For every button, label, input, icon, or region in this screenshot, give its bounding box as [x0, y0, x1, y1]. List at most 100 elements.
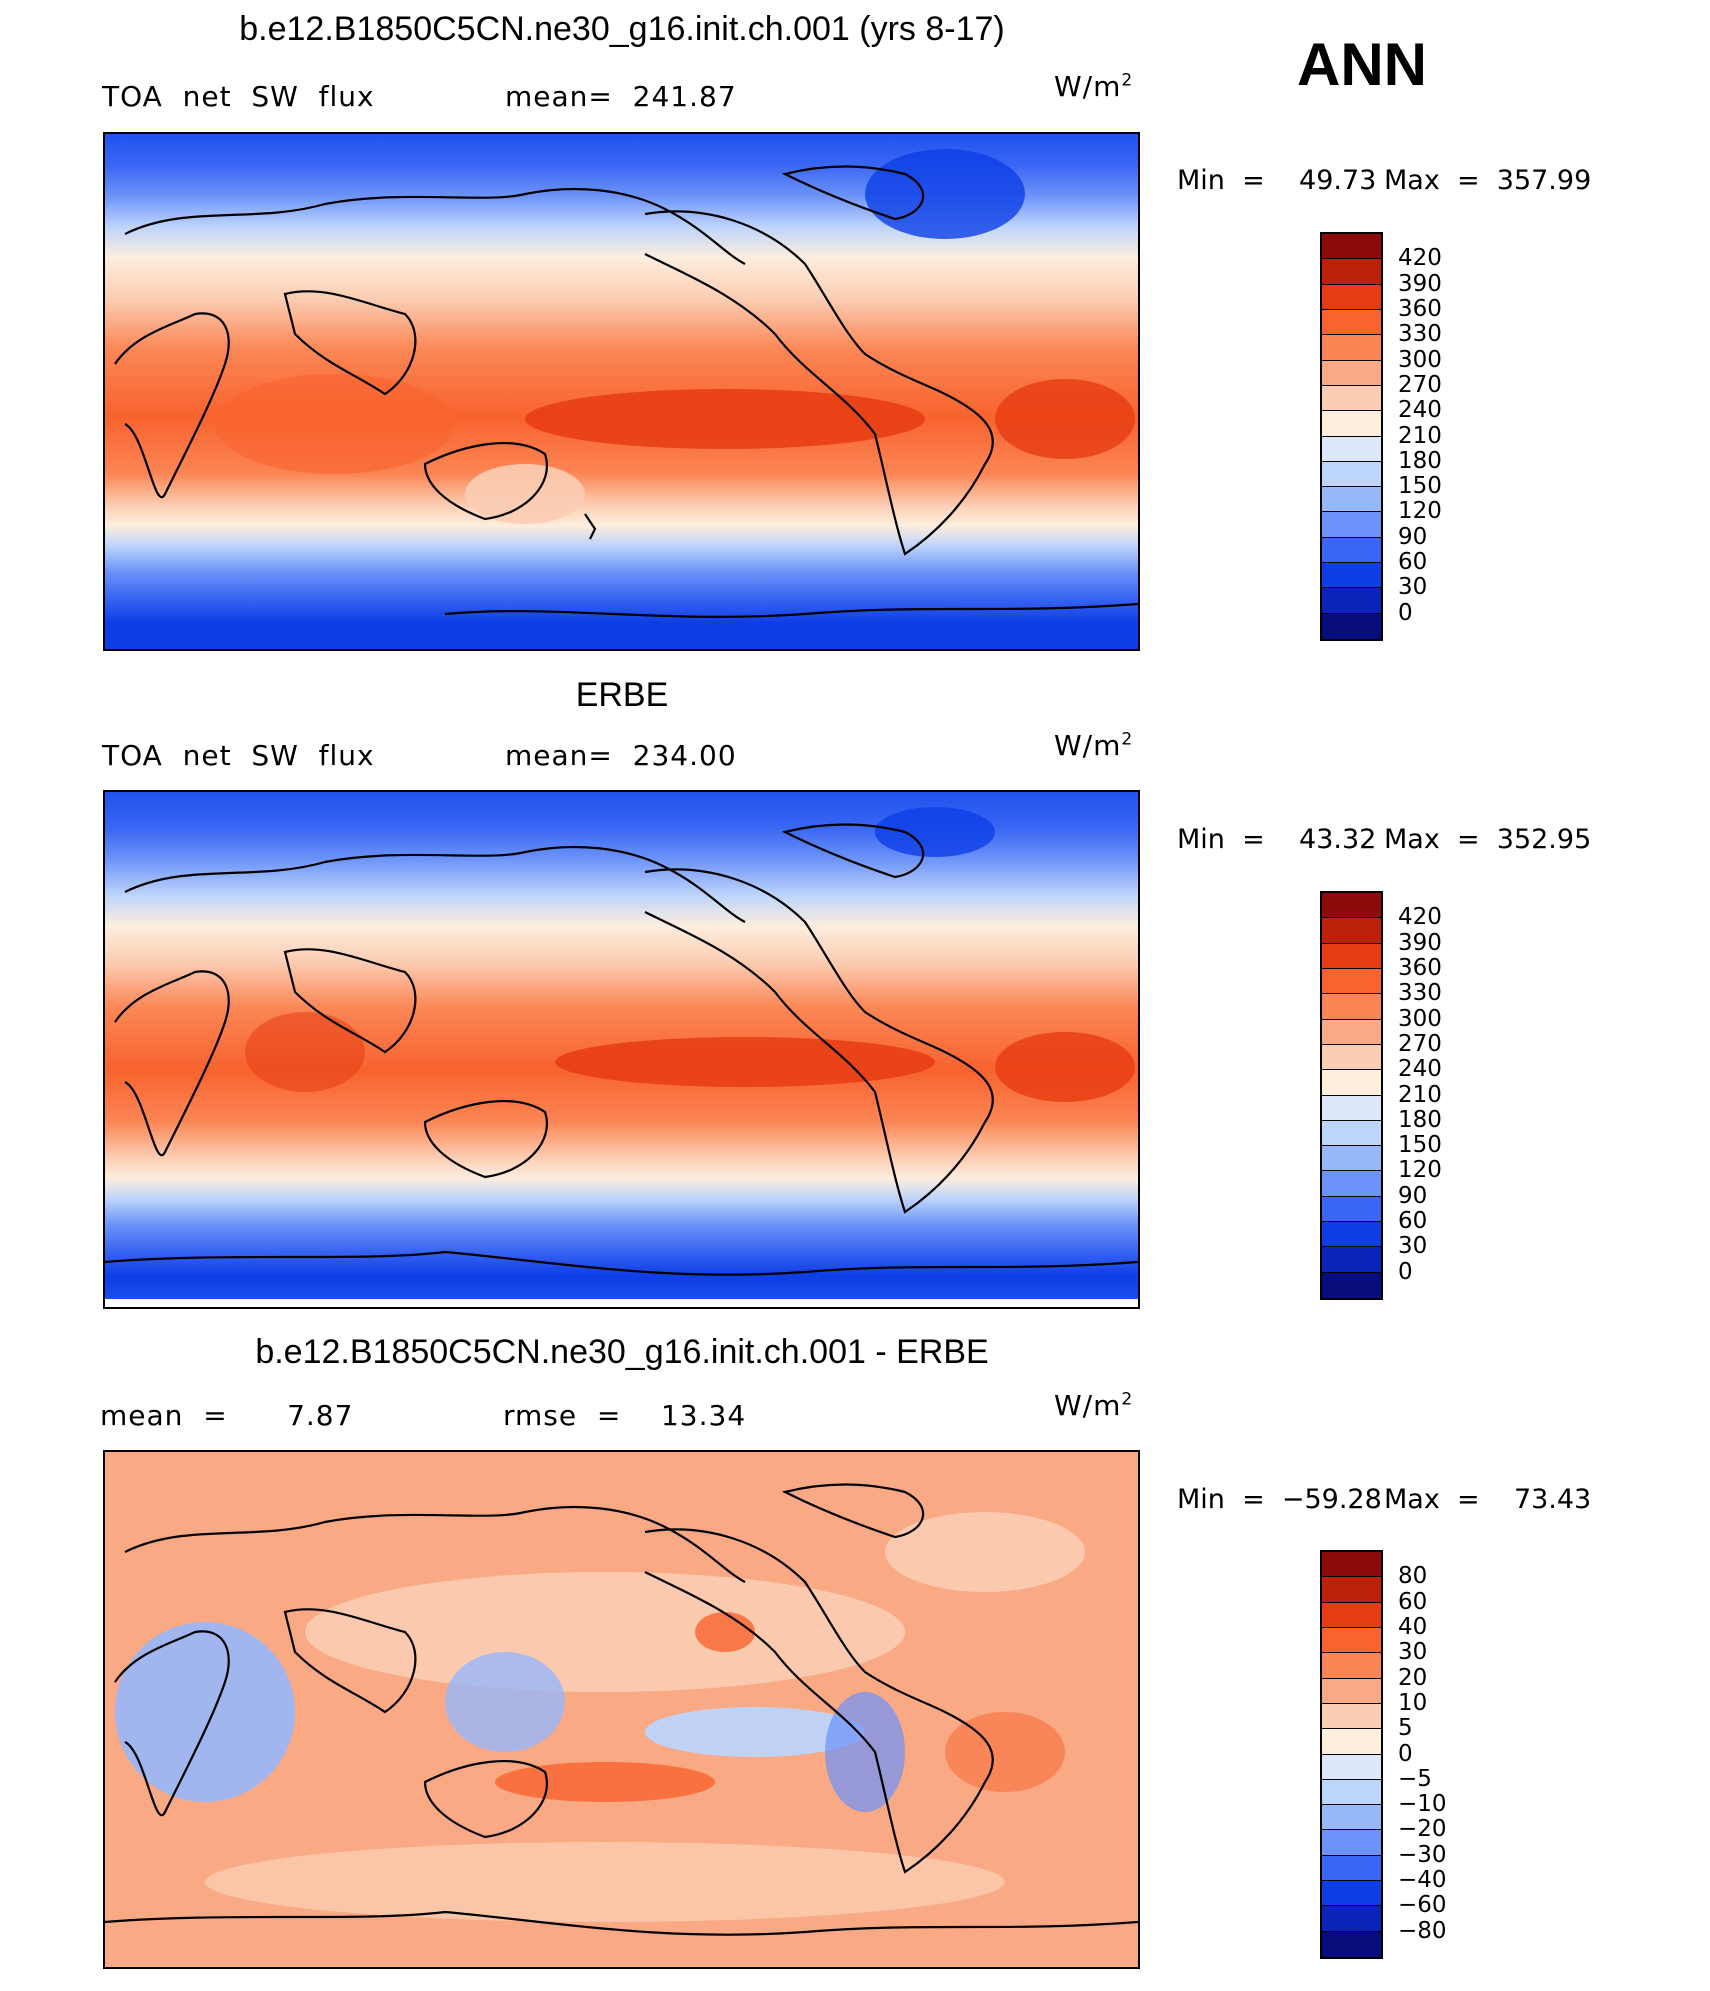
panel-2-max-label: Max = 352.95	[1384, 824, 1592, 855]
colorbar-tick-label: −5	[1398, 1765, 1432, 1792]
colorbar-tick-label: −30	[1398, 1841, 1447, 1868]
colorbar-swatch	[1322, 893, 1381, 919]
colorbar-tick-label: 390	[1398, 270, 1442, 297]
colorbar-tick-label: 360	[1398, 954, 1442, 981]
colorbar-swatch	[1322, 918, 1381, 944]
colorbar-tick-label: 10	[1398, 1689, 1428, 1716]
colorbar-tick-label: 300	[1398, 1005, 1442, 1032]
colorbar-swatch	[1322, 1729, 1381, 1755]
colorbar-tick-label: 420	[1398, 904, 1442, 931]
colorbar-tick-label: 420	[1398, 245, 1442, 272]
colorbar-tick-label: −10	[1398, 1791, 1447, 1818]
colorbar-tick-label: 5	[1398, 1715, 1413, 1742]
colorbar-swatch	[1322, 968, 1381, 995]
panel-3-min-label: Min = −59.28	[1177, 1484, 1382, 1515]
panel-3-units: W/m2	[1054, 1389, 1134, 1422]
colorbar-tick-label: 150	[1398, 1132, 1442, 1159]
panel-1-colorbar-ticks: 420 390 360 330 300 270 240 210 180 150 120 90 60 30 0	[1398, 232, 1468, 641]
colorbar-swatch	[1322, 1906, 1381, 1932]
colorbar-tick-label: 330	[1398, 321, 1442, 348]
colorbar-tick-label: 60	[1398, 549, 1428, 576]
colorbar-tick-label: −20	[1398, 1816, 1447, 1843]
colorbar-tick-label: −40	[1398, 1867, 1447, 1894]
panel-2-variable-label: TOA net SW flux	[102, 739, 375, 772]
panel-2-units: W/m2	[1054, 729, 1134, 762]
colorbar-swatch	[1322, 1044, 1381, 1071]
colorbar-tick-label: 60	[1398, 1588, 1428, 1615]
colorbar-swatch	[1322, 385, 1381, 412]
colorbar-swatch	[1322, 1095, 1381, 1121]
colorbar-tick-label: 240	[1398, 1056, 1442, 1083]
colorbar-swatch	[1322, 1805, 1381, 1831]
colorbar-swatch	[1322, 1070, 1381, 1096]
panel-1-title: b.e12.B1850C5CN.ne30_g16.init.ch.001 (yr…	[239, 10, 1005, 48]
panel-2-min-label: Min = 43.32	[1177, 824, 1377, 855]
panel-1-coastlines	[114, 165, 1138, 618]
colorbar-tick-label: 80	[1398, 1563, 1428, 1590]
colorbar-swatch	[1322, 411, 1381, 437]
panel-1-units: W/m2	[1054, 70, 1134, 103]
colorbar-tick-label: 150	[1398, 473, 1442, 500]
panel-1-min-label: Min = 49.73	[1177, 165, 1377, 196]
colorbar-swatch	[1322, 1855, 1381, 1882]
colorbar-tick-label: 390	[1398, 929, 1442, 956]
colorbar-swatch	[1322, 563, 1381, 589]
panel-1-max-label: Max = 357.99	[1384, 165, 1592, 196]
colorbar-tick-label: 90	[1398, 1182, 1428, 1209]
colorbar-swatch	[1322, 1552, 1381, 1578]
colorbar-swatch	[1322, 512, 1381, 538]
colorbar-swatch	[1322, 1931, 1381, 1957]
panel-2-colorbar-ticks: 420 390 360 330 300 270 240 210 180 150 120 90 60 30 0	[1398, 891, 1468, 1300]
panel-3-colorbar-ticks: 80 60 40 30 20 10 5 0 −5 −10 −20 −30 −40 −60 −80	[1398, 1550, 1468, 1959]
colorbar-swatch	[1322, 1779, 1381, 1806]
colorbar-tick-label: 40	[1398, 1613, 1428, 1640]
colorbar-tick-label: 20	[1398, 1664, 1428, 1691]
panel-1-contour-field	[105, 134, 1138, 649]
colorbar-swatch	[1322, 1602, 1381, 1628]
colorbar-swatch	[1322, 943, 1381, 969]
colorbar-swatch	[1322, 436, 1381, 462]
colorbar-swatch	[1322, 335, 1381, 361]
panel-3-max-label: Max = 73.43	[1384, 1484, 1592, 1515]
panel-2-mean-label: mean= 234.00	[505, 739, 737, 772]
colorbar-tick-label: 300	[1398, 346, 1442, 373]
colorbar-tick-label: 210	[1398, 1081, 1442, 1108]
colorbar-tick-label: 180	[1398, 1106, 1442, 1133]
colorbar-swatch	[1322, 487, 1381, 513]
colorbar-swatch	[1322, 588, 1381, 614]
panel-1-variable-label: TOA net SW flux	[102, 80, 375, 113]
colorbar-swatch	[1322, 1146, 1381, 1172]
colorbar-swatch	[1322, 1171, 1381, 1197]
colorbar-tick-label: 360	[1398, 295, 1442, 322]
panel-2-colorbar	[1320, 891, 1383, 1300]
colorbar-swatch	[1322, 1120, 1381, 1147]
colorbar-swatch	[1322, 1577, 1381, 1603]
colorbar-swatch	[1322, 537, 1381, 564]
colorbar-tick-label: 60	[1398, 1208, 1428, 1235]
colorbar-swatch	[1322, 360, 1381, 386]
panel-1-map	[103, 132, 1140, 651]
colorbar-tick-label: 0	[1398, 599, 1413, 626]
colorbar-tick-label: 240	[1398, 397, 1442, 424]
colorbar-tick-label: 120	[1398, 1157, 1442, 1184]
colorbar-tick-label: 210	[1398, 422, 1442, 449]
colorbar-swatch	[1322, 259, 1381, 285]
colorbar-tick-label: 270	[1398, 1030, 1442, 1057]
panel-1-colorbar	[1320, 232, 1383, 641]
colorbar-tick-label: 30	[1398, 574, 1428, 601]
colorbar-swatch	[1322, 1881, 1381, 1907]
colorbar-swatch	[1322, 1678, 1381, 1704]
colorbar-swatch	[1322, 1272, 1381, 1298]
colorbar-swatch	[1322, 994, 1381, 1020]
colorbar-swatch	[1322, 1830, 1381, 1856]
colorbar-swatch	[1322, 284, 1381, 310]
colorbar-tick-label: 30	[1398, 1233, 1428, 1260]
panel-3-title: b.e12.B1850C5CN.ne30_g16.init.ch.001 - E…	[255, 1333, 989, 1371]
panel-3-rmse-label: rmse = 13.34	[503, 1399, 747, 1432]
colorbar-swatch	[1322, 309, 1381, 336]
colorbar-swatch	[1322, 1222, 1381, 1248]
panel-2-title: ERBE	[575, 676, 669, 714]
colorbar-tick-label: 120	[1398, 498, 1442, 525]
colorbar-swatch	[1322, 1019, 1381, 1045]
colorbar-swatch	[1322, 234, 1381, 260]
